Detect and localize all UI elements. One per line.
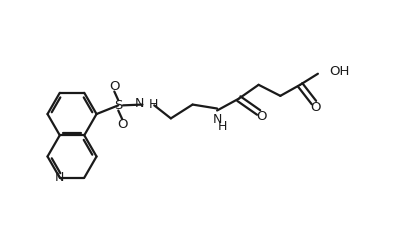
Text: O: O xyxy=(311,101,321,114)
Text: H: H xyxy=(218,120,227,133)
Text: S: S xyxy=(114,99,122,112)
Text: O: O xyxy=(109,80,119,93)
Text: N: N xyxy=(213,113,222,126)
Text: O: O xyxy=(117,118,128,131)
Text: H: H xyxy=(149,98,158,111)
Text: O: O xyxy=(257,110,267,123)
Text: N: N xyxy=(55,171,65,184)
Text: OH: OH xyxy=(329,65,349,78)
Text: N: N xyxy=(135,97,144,110)
